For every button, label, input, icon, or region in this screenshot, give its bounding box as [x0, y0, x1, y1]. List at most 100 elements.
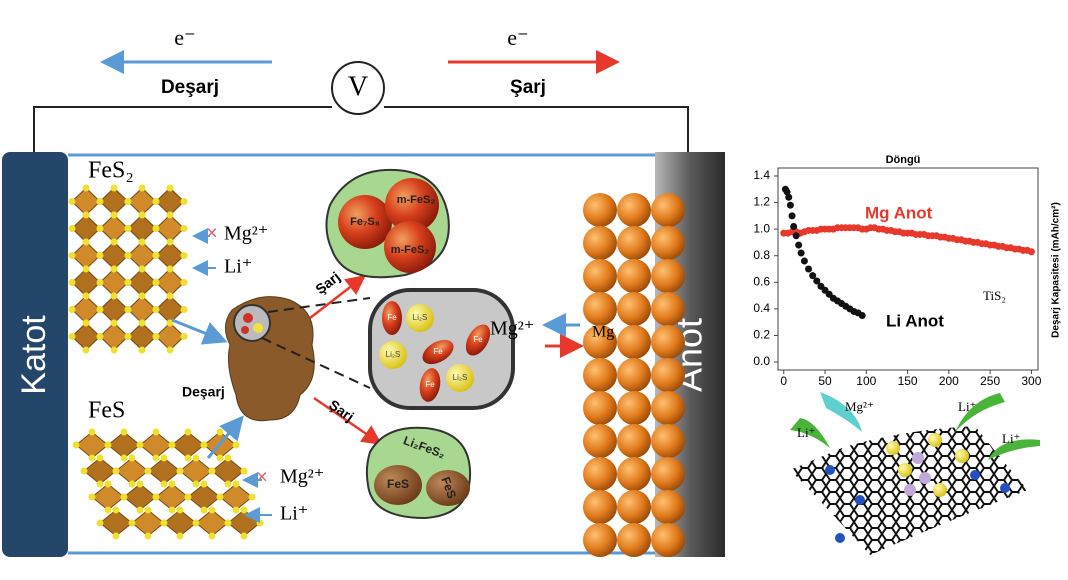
sulfur-atom [160, 519, 168, 527]
y-tick-label: 0.8 [753, 248, 770, 262]
sulfur-atom [192, 480, 200, 488]
product-label: Fe [433, 347, 443, 356]
octahedron [187, 483, 221, 511]
sulfur-atom [82, 265, 90, 273]
y-tick-label: 0.6 [753, 274, 770, 288]
sulfur-atom [96, 225, 104, 232]
x-tick-label: 100 [856, 374, 876, 388]
sulfur-atom [112, 532, 120, 540]
mg-atom [651, 193, 685, 227]
octahedron [99, 187, 129, 216]
data-point [788, 212, 796, 220]
product-sphere [384, 221, 436, 273]
ion-label: Mg²⁺ [845, 399, 874, 414]
wire [384, 106, 689, 155]
dopant-atom [955, 449, 969, 463]
mg-atom [583, 259, 617, 293]
sulfur-atom [166, 184, 174, 192]
n-atom [970, 470, 980, 480]
sulfur-atom [72, 441, 80, 449]
sulfur-atom [110, 292, 118, 300]
mg-atom [617, 424, 651, 458]
mg-atom [617, 358, 651, 392]
sulfur-atom [128, 519, 136, 527]
sulfur-atom [180, 225, 188, 232]
sulfur-atom [110, 265, 118, 273]
fe-dot [243, 313, 253, 323]
sulfur-atom [200, 506, 208, 514]
sulfur-atom [68, 198, 76, 205]
sulfur-atom [128, 454, 136, 462]
mg-atom [617, 523, 651, 557]
octahedron [99, 322, 129, 351]
sulfur-atom [166, 265, 174, 273]
charge-arrow [309, 274, 366, 319]
sulfur-atom [176, 506, 184, 514]
sulfur-atom [136, 441, 144, 449]
sulfur-atom [138, 292, 146, 300]
sulfur-atom [110, 346, 118, 354]
sulfur-atom [208, 467, 216, 475]
sulfur-atom [96, 333, 104, 340]
sulfur-atom [136, 506, 144, 514]
sulfur-atom [200, 480, 208, 488]
sulfur-atom [224, 480, 232, 488]
fe-particle [419, 368, 441, 402]
sulfur-atom [82, 238, 90, 246]
data-point [786, 201, 794, 209]
sulfur-atom [152, 279, 160, 286]
sulfur-atom [96, 198, 104, 205]
sulfur-atom [166, 346, 174, 354]
octahedron [147, 457, 181, 485]
x-tick-label: 250 [980, 374, 1000, 388]
sulfur-atom [96, 252, 104, 259]
sulfur-atom [80, 467, 88, 475]
metal-atom [904, 484, 916, 496]
fe-particle [465, 324, 491, 356]
sulfur-atom [152, 333, 160, 340]
octahedron [123, 483, 157, 511]
x-tick-label: 50 [818, 374, 832, 388]
sulfur-atom [160, 454, 168, 462]
octahedron [127, 214, 157, 243]
octahedron [155, 268, 185, 297]
li2s-particle [446, 364, 474, 392]
ion-label: Li⁺ [280, 503, 308, 525]
n-atom [855, 495, 865, 505]
fes2-formula: FeS₂ [88, 158, 134, 184]
octahedron [179, 457, 213, 485]
sulfur-atom [120, 454, 128, 462]
mg-atom [651, 226, 685, 260]
data-point [809, 272, 817, 280]
sulfur-atom [138, 346, 146, 354]
octahedron [127, 268, 157, 297]
sulfur-atom [256, 519, 264, 527]
data-point [783, 188, 791, 196]
sulfur-atom [138, 238, 146, 246]
sulfur-atom [88, 493, 96, 501]
mg-atom [617, 457, 651, 491]
sulfur-atom [208, 506, 216, 514]
octahedron [99, 214, 129, 243]
mg-atom [651, 325, 685, 359]
octahedron [171, 431, 205, 459]
sulfur-atom [216, 428, 224, 436]
data-point [792, 232, 800, 240]
mg-atom [583, 391, 617, 425]
sulfur-atom [138, 265, 146, 273]
circuit [33, 61, 689, 155]
sulfur-atom [184, 428, 192, 436]
sulfur-atom [166, 292, 174, 300]
sulfur-atom [120, 428, 128, 436]
sulfur-atom [110, 238, 118, 246]
product-sphere [338, 195, 392, 249]
wire [33, 106, 332, 155]
zoom-line [261, 337, 371, 389]
data-point [795, 241, 803, 249]
graphene-decor [825, 433, 1010, 543]
octahedron [71, 268, 101, 297]
octahedron [71, 214, 101, 243]
sulfur-atom [138, 184, 146, 192]
sulfur-atom [82, 184, 90, 192]
